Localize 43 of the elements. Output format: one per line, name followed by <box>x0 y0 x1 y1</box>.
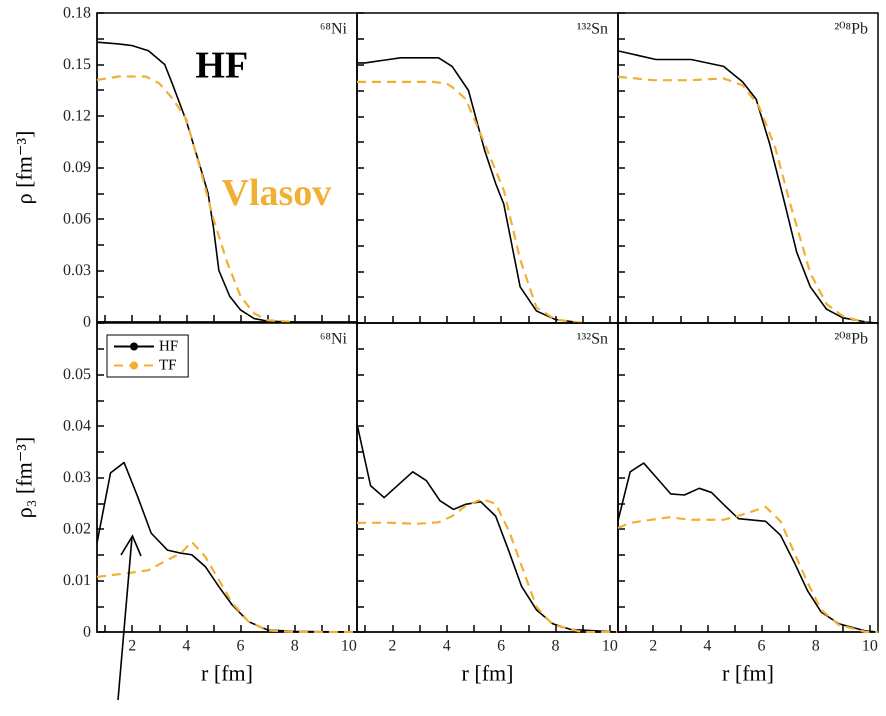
y-tick-label: 0.05 <box>63 366 91 383</box>
y-tick-label: 0.03 <box>63 262 91 279</box>
y-tick-label: 0.09 <box>63 159 91 176</box>
x-tick-label: 10 <box>862 638 878 654</box>
x-axis-title: r [fm] <box>201 660 253 686</box>
annotation: ²⁰⁸Pb <box>834 330 868 348</box>
x-axis-title: r [fm] <box>722 660 774 686</box>
annotation: ¹³²Sn <box>576 20 608 38</box>
y-tick-label: 0.04 <box>63 418 91 434</box>
y-axis-title: ρ [fm⁻³] <box>12 130 36 204</box>
y-tick-label: 0.02 <box>63 520 91 538</box>
x-tick-label: 6 <box>758 638 766 654</box>
x-tick-label: 4 <box>182 638 190 654</box>
x-tick-label: 6 <box>236 638 245 654</box>
x-tick-label: 2 <box>388 638 396 654</box>
y-axis-title: ρ₃ [fm⁻³] <box>12 436 36 518</box>
x-tick-label: 8 <box>812 638 820 654</box>
x-tick-label: 2 <box>128 638 136 654</box>
annotation: Vlasov <box>222 172 332 214</box>
x-tick-label: 4 <box>703 638 712 654</box>
annotation: ⁶⁸Ni <box>320 330 348 348</box>
y-tick-label: 0.15 <box>63 56 91 73</box>
y-tick-label: 0.01 <box>63 572 91 589</box>
y-tick-label: 0.12 <box>63 108 91 124</box>
y-tick-label: 0 <box>83 624 91 640</box>
x-tick-label: 8 <box>551 638 560 654</box>
annotation: ⁶⁸Ni <box>320 20 348 38</box>
y-tick-label: 0.03 <box>63 469 91 486</box>
x-tick-label: 4 <box>442 638 451 654</box>
x-axis-title: r [fm] <box>462 660 514 686</box>
annotation: HF <box>195 44 248 87</box>
y-tick-label: 0 <box>83 314 91 330</box>
x-tick-label: 10 <box>602 638 618 654</box>
x-tick-label: 10 <box>340 638 357 654</box>
annotation: ²⁰⁸Pb <box>834 20 868 38</box>
y-tick-label: 0.18 <box>63 4 91 22</box>
annotation: ¹³²Sn <box>576 330 608 348</box>
x-tick-label: 2 <box>649 638 658 654</box>
x-tick-label: 8 <box>290 638 299 654</box>
x-tick-label: 6 <box>497 638 506 654</box>
legend-label: TF <box>159 358 177 374</box>
legend-label: HF <box>159 338 178 354</box>
y-tick-label: 0.06 <box>63 210 91 228</box>
